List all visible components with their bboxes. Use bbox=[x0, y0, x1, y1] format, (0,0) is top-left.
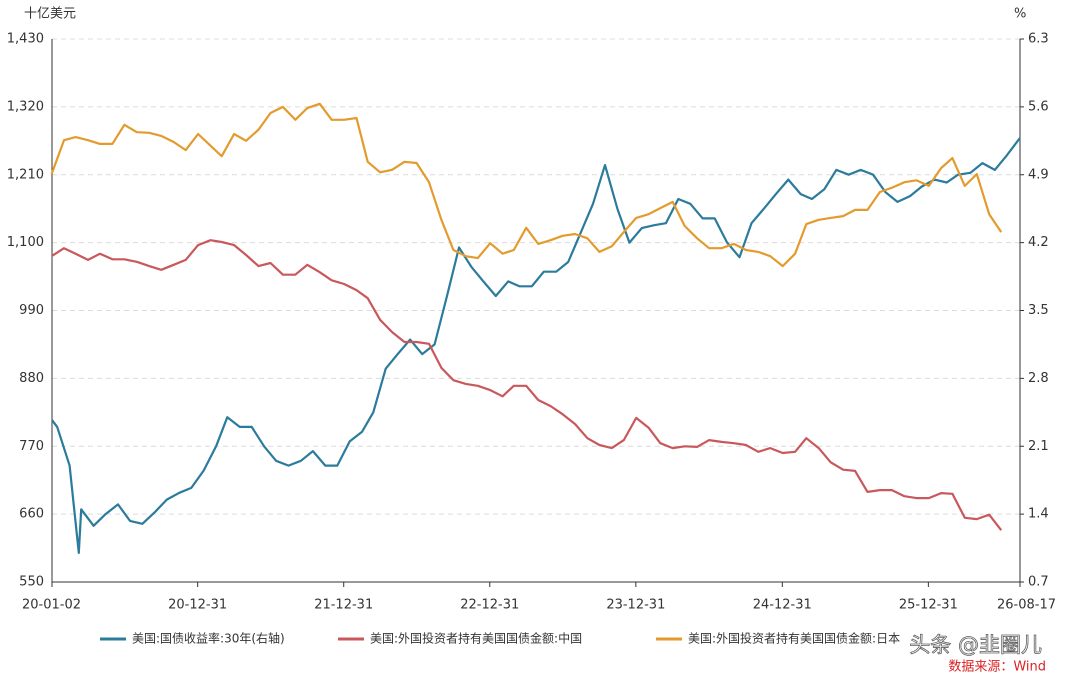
y-tick-label: 880 bbox=[19, 371, 44, 386]
series-line bbox=[50, 102, 1003, 268]
y-tick-label: 660 bbox=[19, 507, 44, 522]
y2-axis-label: % bbox=[1014, 7, 1026, 22]
x-tick-label: 21-12-31 bbox=[314, 598, 373, 613]
y2-tick-label: 1.4 bbox=[1028, 507, 1049, 522]
y2-tick-label: 6.3 bbox=[1028, 32, 1049, 47]
y2-tick-label: 2.1 bbox=[1028, 439, 1049, 454]
x-tick-label: 24-12-31 bbox=[753, 598, 812, 613]
y2-tick-label: 4.9 bbox=[1028, 167, 1049, 182]
x-tick-label: 26-08-17 bbox=[997, 598, 1056, 613]
source-note: 数据来源：Wind bbox=[948, 660, 1046, 675]
y2-tick-label: 4.2 bbox=[1028, 235, 1049, 250]
y2-tick-label: 5.6 bbox=[1028, 99, 1049, 114]
x-tick-label: 20-12-31 bbox=[168, 598, 227, 613]
series-line bbox=[51, 137, 1021, 554]
y-tick-label: 550 bbox=[19, 575, 44, 590]
y-tick-label: 1,100 bbox=[7, 235, 44, 250]
y-tick-label: 770 bbox=[19, 439, 44, 454]
x-tick-label: 22-12-31 bbox=[460, 598, 519, 613]
y-tick-label: 1,320 bbox=[7, 99, 44, 114]
legend-label: 美国:外国投资者持有美国国债金额:中国 bbox=[370, 631, 582, 646]
y-axis-label: 十亿美元 bbox=[24, 7, 76, 22]
y-tick-label: 1,210 bbox=[7, 167, 44, 182]
y2-tick-label: 0.7 bbox=[1028, 575, 1049, 590]
x-tick-label: 23-12-31 bbox=[606, 598, 665, 613]
watermark: 头条 @韭圈儿 bbox=[909, 633, 1042, 657]
x-tick-label: 25-12-31 bbox=[899, 598, 958, 613]
y2-tick-label: 2.8 bbox=[1028, 371, 1049, 386]
legend-label: 美国:外国投资者持有美国国债金额:日本 bbox=[688, 631, 900, 646]
y-tick-label: 990 bbox=[19, 303, 44, 318]
series-line bbox=[51, 239, 1003, 531]
y-tick-label: 1,430 bbox=[7, 32, 44, 47]
legend-label: 美国:国债收益率:30年(右轴) bbox=[132, 631, 285, 646]
y2-tick-label: 3.5 bbox=[1028, 303, 1049, 318]
x-tick-label: 20-01-02 bbox=[22, 598, 81, 613]
